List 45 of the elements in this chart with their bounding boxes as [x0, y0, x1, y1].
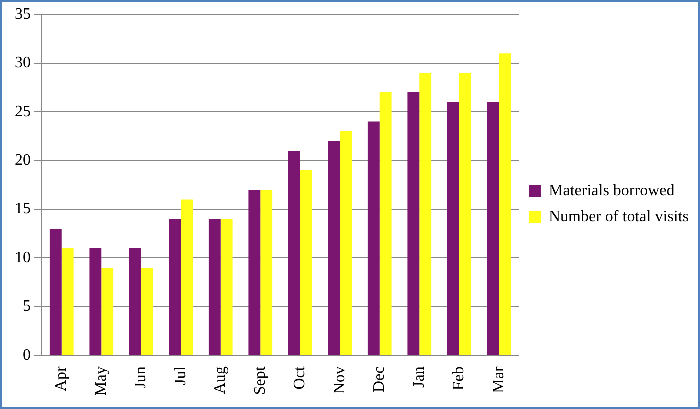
bar [248, 190, 261, 356]
bar [408, 92, 420, 356]
legend-label: Materials borrowed [549, 182, 675, 200]
bar [260, 190, 273, 356]
bar [62, 248, 74, 356]
y-tick-label: 25 [15, 103, 31, 120]
x-tick-label: May [92, 366, 110, 396]
x-tick-label: Jul [172, 366, 190, 386]
x-tick-label: Oct [292, 366, 309, 390]
bar [447, 102, 460, 356]
bar [208, 219, 221, 356]
y-tick-label: 20 [15, 152, 31, 169]
bar [328, 141, 340, 356]
bar [380, 92, 392, 356]
bar [181, 200, 194, 356]
bar [340, 132, 352, 356]
bar [487, 102, 500, 356]
y-tick-label: 15 [15, 200, 31, 218]
bar [459, 73, 472, 356]
x-tick-label: Jun [132, 366, 150, 389]
x-tick-label: Apr [53, 366, 70, 392]
bar [102, 268, 114, 356]
bar [220, 219, 233, 356]
bar [90, 248, 102, 356]
x-tick-label: Nov [331, 366, 348, 394]
bar [300, 170, 312, 356]
bar [420, 73, 432, 356]
bar [499, 54, 512, 356]
x-tick-label: Jan [410, 366, 428, 388]
bar [129, 248, 142, 356]
y-tick-label: 35 [15, 6, 31, 23]
bar [169, 219, 182, 356]
x-tick-label: Dec [371, 366, 388, 392]
y-tick-label: 5 [23, 298, 31, 316]
y-tick-label: 0 [23, 346, 31, 364]
bar [141, 268, 154, 356]
x-tick-label: Feb [450, 366, 468, 391]
x-tick-label: Sept [252, 366, 269, 396]
x-tick-label: Mar [490, 366, 508, 394]
y-tick-label: 30 [15, 54, 31, 72]
bar [288, 151, 300, 356]
y-tick-label: 10 [15, 249, 31, 266]
bar [368, 122, 380, 356]
bar [50, 228, 62, 356]
x-tick-label: Aug [212, 366, 230, 394]
